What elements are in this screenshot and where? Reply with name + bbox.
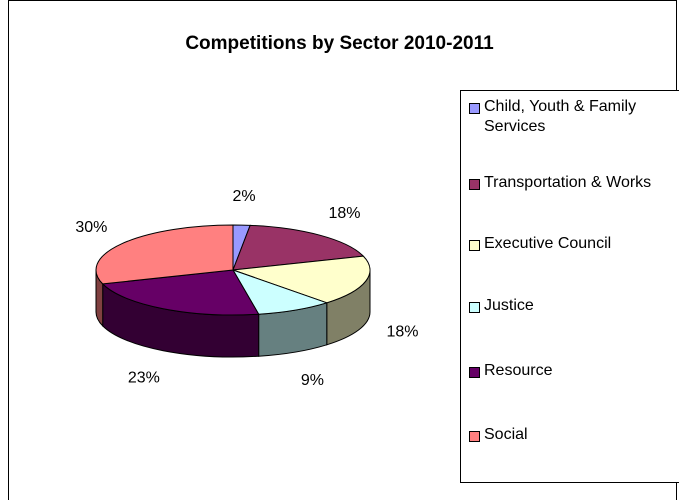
legend-swatch (469, 302, 480, 313)
data-label-resource: 23% (128, 370, 160, 387)
data-label-executive-council: 18% (386, 324, 418, 341)
chart-title: Competitions by Sector 2010-2011 (185, 33, 494, 54)
data-label-justice: 9% (301, 372, 324, 389)
legend-swatch (469, 103, 480, 114)
legend-item-resource: Resource (469, 361, 679, 381)
data-label-transportation-works: 18% (328, 205, 360, 222)
pie-slices (95, 224, 371, 316)
data-label-child-youth-family-services: 2% (232, 188, 255, 205)
legend-item-executive-council: Executive Council (469, 234, 679, 254)
legend-label: Resource (484, 362, 553, 379)
legend-swatch (469, 431, 480, 442)
legend-item-transportation-works: Transportation & Works (469, 173, 679, 193)
pie-slice-social (95, 224, 234, 285)
data-label-social: 30% (75, 219, 107, 236)
legend-item-child-youth-family-services: Child, Youth & Family Services (469, 97, 679, 137)
legend-swatch (469, 367, 480, 378)
legend-item-justice: Justice (469, 296, 679, 316)
pie-slice-transportation-works (232, 224, 365, 271)
legend-label: Justice (484, 297, 534, 314)
legend-swatch (469, 179, 480, 190)
legend-swatch (469, 240, 480, 251)
legend-item-social: Social (469, 425, 679, 445)
legend-label: Executive Council (484, 235, 612, 252)
pie-data-labels: 2% 18% 18% 9% 23% 30% (75, 188, 418, 389)
legend-label: Social (484, 426, 528, 443)
pie-slice-executive-council (232, 255, 371, 304)
pie-sides (95, 269, 371, 358)
legend-label: Child, Youth & Family Services (484, 98, 637, 135)
chart-legend: Child, Youth & Family Services Transporta… (460, 90, 679, 483)
legend-label: Transportation & Works (484, 174, 652, 191)
pie-slice-resource (101, 269, 260, 316)
